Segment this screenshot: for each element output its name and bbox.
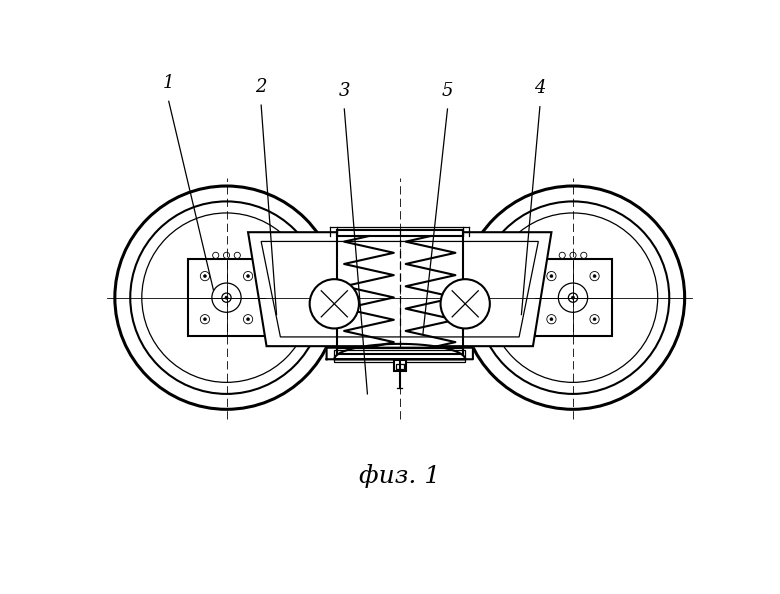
Bar — [394, 360, 406, 371]
Bar — [534, 259, 612, 336]
Polygon shape — [327, 344, 473, 359]
Circle shape — [212, 283, 241, 312]
Text: физ. 1: физ. 1 — [359, 465, 441, 488]
Text: 5: 5 — [441, 82, 453, 100]
Bar — [188, 259, 265, 336]
Text: 1: 1 — [163, 74, 175, 92]
Circle shape — [570, 252, 576, 258]
Circle shape — [246, 274, 250, 277]
Circle shape — [550, 274, 553, 277]
Bar — [396, 364, 403, 368]
Circle shape — [204, 274, 207, 277]
Circle shape — [222, 293, 231, 302]
Circle shape — [572, 296, 575, 299]
Text: 3: 3 — [339, 82, 350, 100]
Bar — [337, 347, 463, 354]
Circle shape — [200, 271, 210, 281]
Circle shape — [225, 296, 228, 299]
Circle shape — [590, 271, 599, 281]
Circle shape — [593, 274, 596, 277]
Circle shape — [547, 315, 556, 324]
Bar — [335, 350, 465, 362]
Circle shape — [441, 279, 490, 328]
Bar — [337, 230, 463, 236]
Circle shape — [246, 318, 250, 321]
Text: 4: 4 — [534, 80, 546, 97]
Circle shape — [200, 315, 210, 324]
Text: 2: 2 — [255, 78, 267, 96]
Polygon shape — [248, 232, 551, 346]
Polygon shape — [261, 241, 538, 337]
Circle shape — [243, 315, 253, 324]
Circle shape — [310, 279, 359, 328]
Circle shape — [550, 318, 553, 321]
Circle shape — [559, 252, 566, 258]
Circle shape — [204, 318, 207, 321]
Circle shape — [547, 271, 556, 281]
Circle shape — [243, 271, 253, 281]
Circle shape — [580, 252, 587, 258]
Circle shape — [569, 293, 578, 302]
Circle shape — [213, 252, 219, 258]
Circle shape — [234, 252, 240, 258]
Circle shape — [593, 318, 596, 321]
Circle shape — [223, 252, 229, 258]
Circle shape — [558, 283, 587, 312]
Circle shape — [590, 315, 599, 324]
